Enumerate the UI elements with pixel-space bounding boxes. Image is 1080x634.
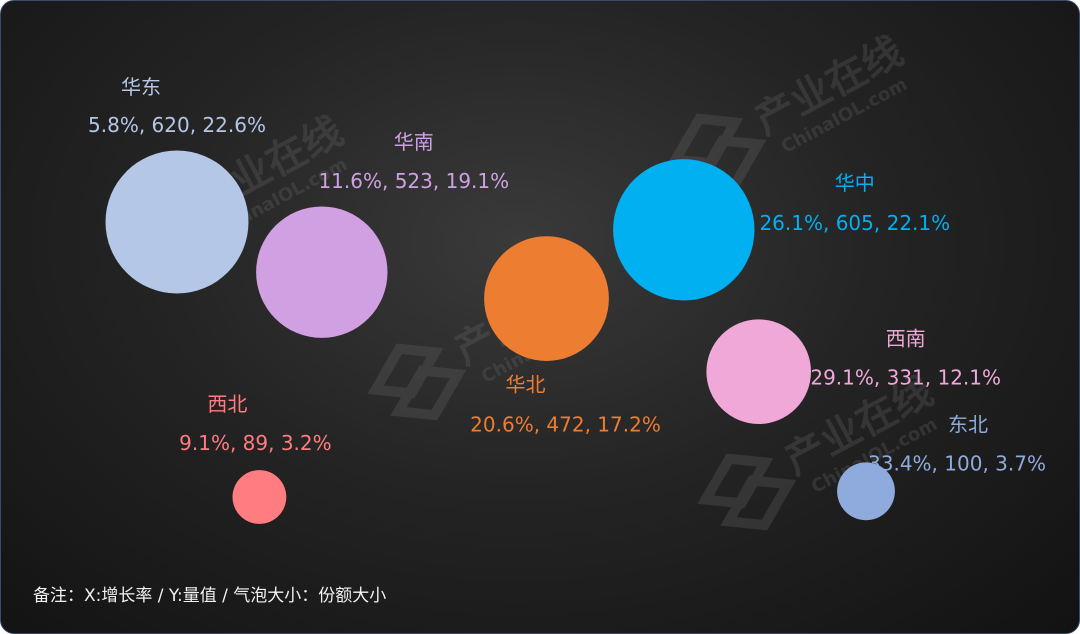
bubble-name-华中: 华中 [835,171,875,195]
bubble-value-label-华中: 26.1%, 605, 22.1% [759,211,950,235]
bubble-华北 [484,236,609,361]
bubble-value-label-西南: 29.1%, 331, 12.1% [810,366,1001,390]
bubble-西北 [232,470,287,524]
bubble-华南 [256,206,388,338]
bubble-name-西南: 西南 [886,327,926,351]
bubble-name-华东: 华东 [121,75,161,99]
bubble-name-华北: 华北 [506,373,546,397]
chart-footnote: 备注：X:增长率 / Y:量值 / 气泡大小：份额大小 [33,586,387,606]
bubble-value-label-华北: 20.6%, 472, 17.2% [470,413,661,437]
watermark-logo-icon [367,343,467,421]
bubble-layer [105,150,895,524]
bubble-value-label-华东: 5.8%, 620, 22.6% [88,113,266,137]
bubble-华中 [613,159,755,301]
bubble-东北 [837,462,895,521]
bubble-name-东北: 东北 [948,412,988,436]
bubble-name-西北: 西北 [207,392,247,416]
bubble-value-label-西北: 9.1%, 89, 3.2% [179,431,332,455]
bubble-name-华南: 华南 [394,130,434,154]
watermark-logo-icon [697,453,797,531]
bubble-value-label-东北: 33.4%, 100, 3.7% [868,451,1046,475]
label-layer: 华东 5.8%, 620, 22.6% 华南 11.6%, 523, 19.1% 华北 2… [88,75,1046,475]
bubble-华东 [105,150,249,294]
bubble-西南 [706,319,811,425]
bubble-value-label-华南: 11.6%, 523, 19.1% [318,169,509,193]
